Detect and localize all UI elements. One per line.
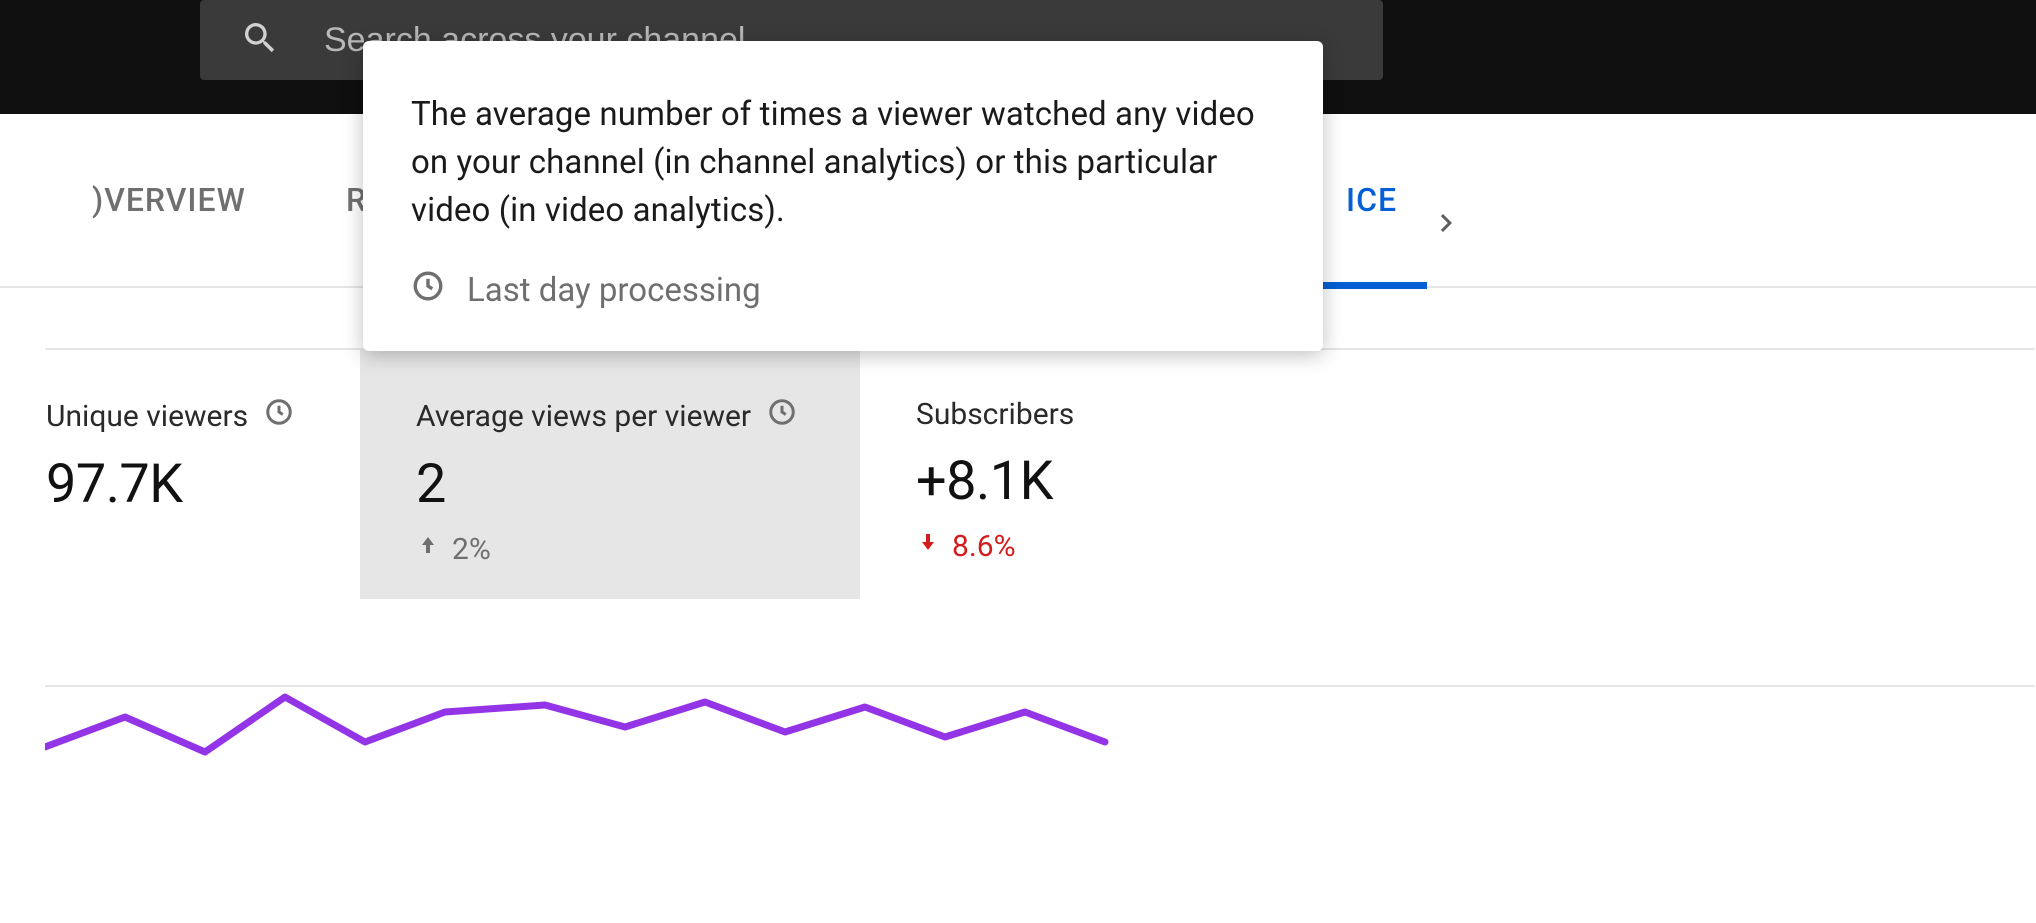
metric-delta: 2%: [416, 530, 804, 568]
tooltip-status: Last day processing: [411, 269, 1275, 312]
metrics-row: Unique viewers 97.7K Average views per v…: [0, 349, 2036, 599]
metric-label: Unique viewers: [46, 399, 248, 434]
metric-delta: 8.6%: [916, 527, 1304, 565]
tooltip-status-text: Last day processing: [467, 271, 761, 310]
metric-delta-value: 8.6%: [952, 529, 1016, 564]
arrow-down-icon: [916, 527, 940, 565]
clock-icon: [411, 269, 445, 312]
tab-audience[interactable]: ICE: [1316, 113, 1427, 287]
tooltip-popover: The average number of times a viewer wat…: [363, 41, 1323, 351]
clock-icon: [767, 397, 797, 435]
search-icon: [240, 18, 280, 62]
tab-overview[interactable]: )VERVIEW: [62, 113, 276, 287]
clock-icon: [264, 397, 294, 435]
metric-unique-viewers[interactable]: Unique viewers 97.7K: [0, 349, 360, 599]
tabs-scroll-right-button[interactable]: [1416, 195, 1476, 255]
metric-value: 2: [416, 453, 804, 516]
metric-value: +8.1K: [916, 450, 1304, 513]
metric-avg-views-per-viewer[interactable]: Average views per viewer 2 2%: [360, 349, 860, 599]
trend-chart: [45, 687, 2035, 919]
metric-value: 97.7K: [46, 453, 304, 516]
metric-label: Average views per viewer: [416, 399, 751, 434]
chevron-right-icon: [1428, 205, 1464, 245]
tooltip-text: The average number of times a viewer wat…: [411, 91, 1275, 235]
metric-delta-value: 2%: [452, 532, 491, 567]
arrow-up-icon: [416, 530, 440, 568]
metric-subscribers[interactable]: Subscribers +8.1K 8.6%: [860, 349, 1360, 599]
metric-label: Subscribers: [916, 397, 1074, 432]
